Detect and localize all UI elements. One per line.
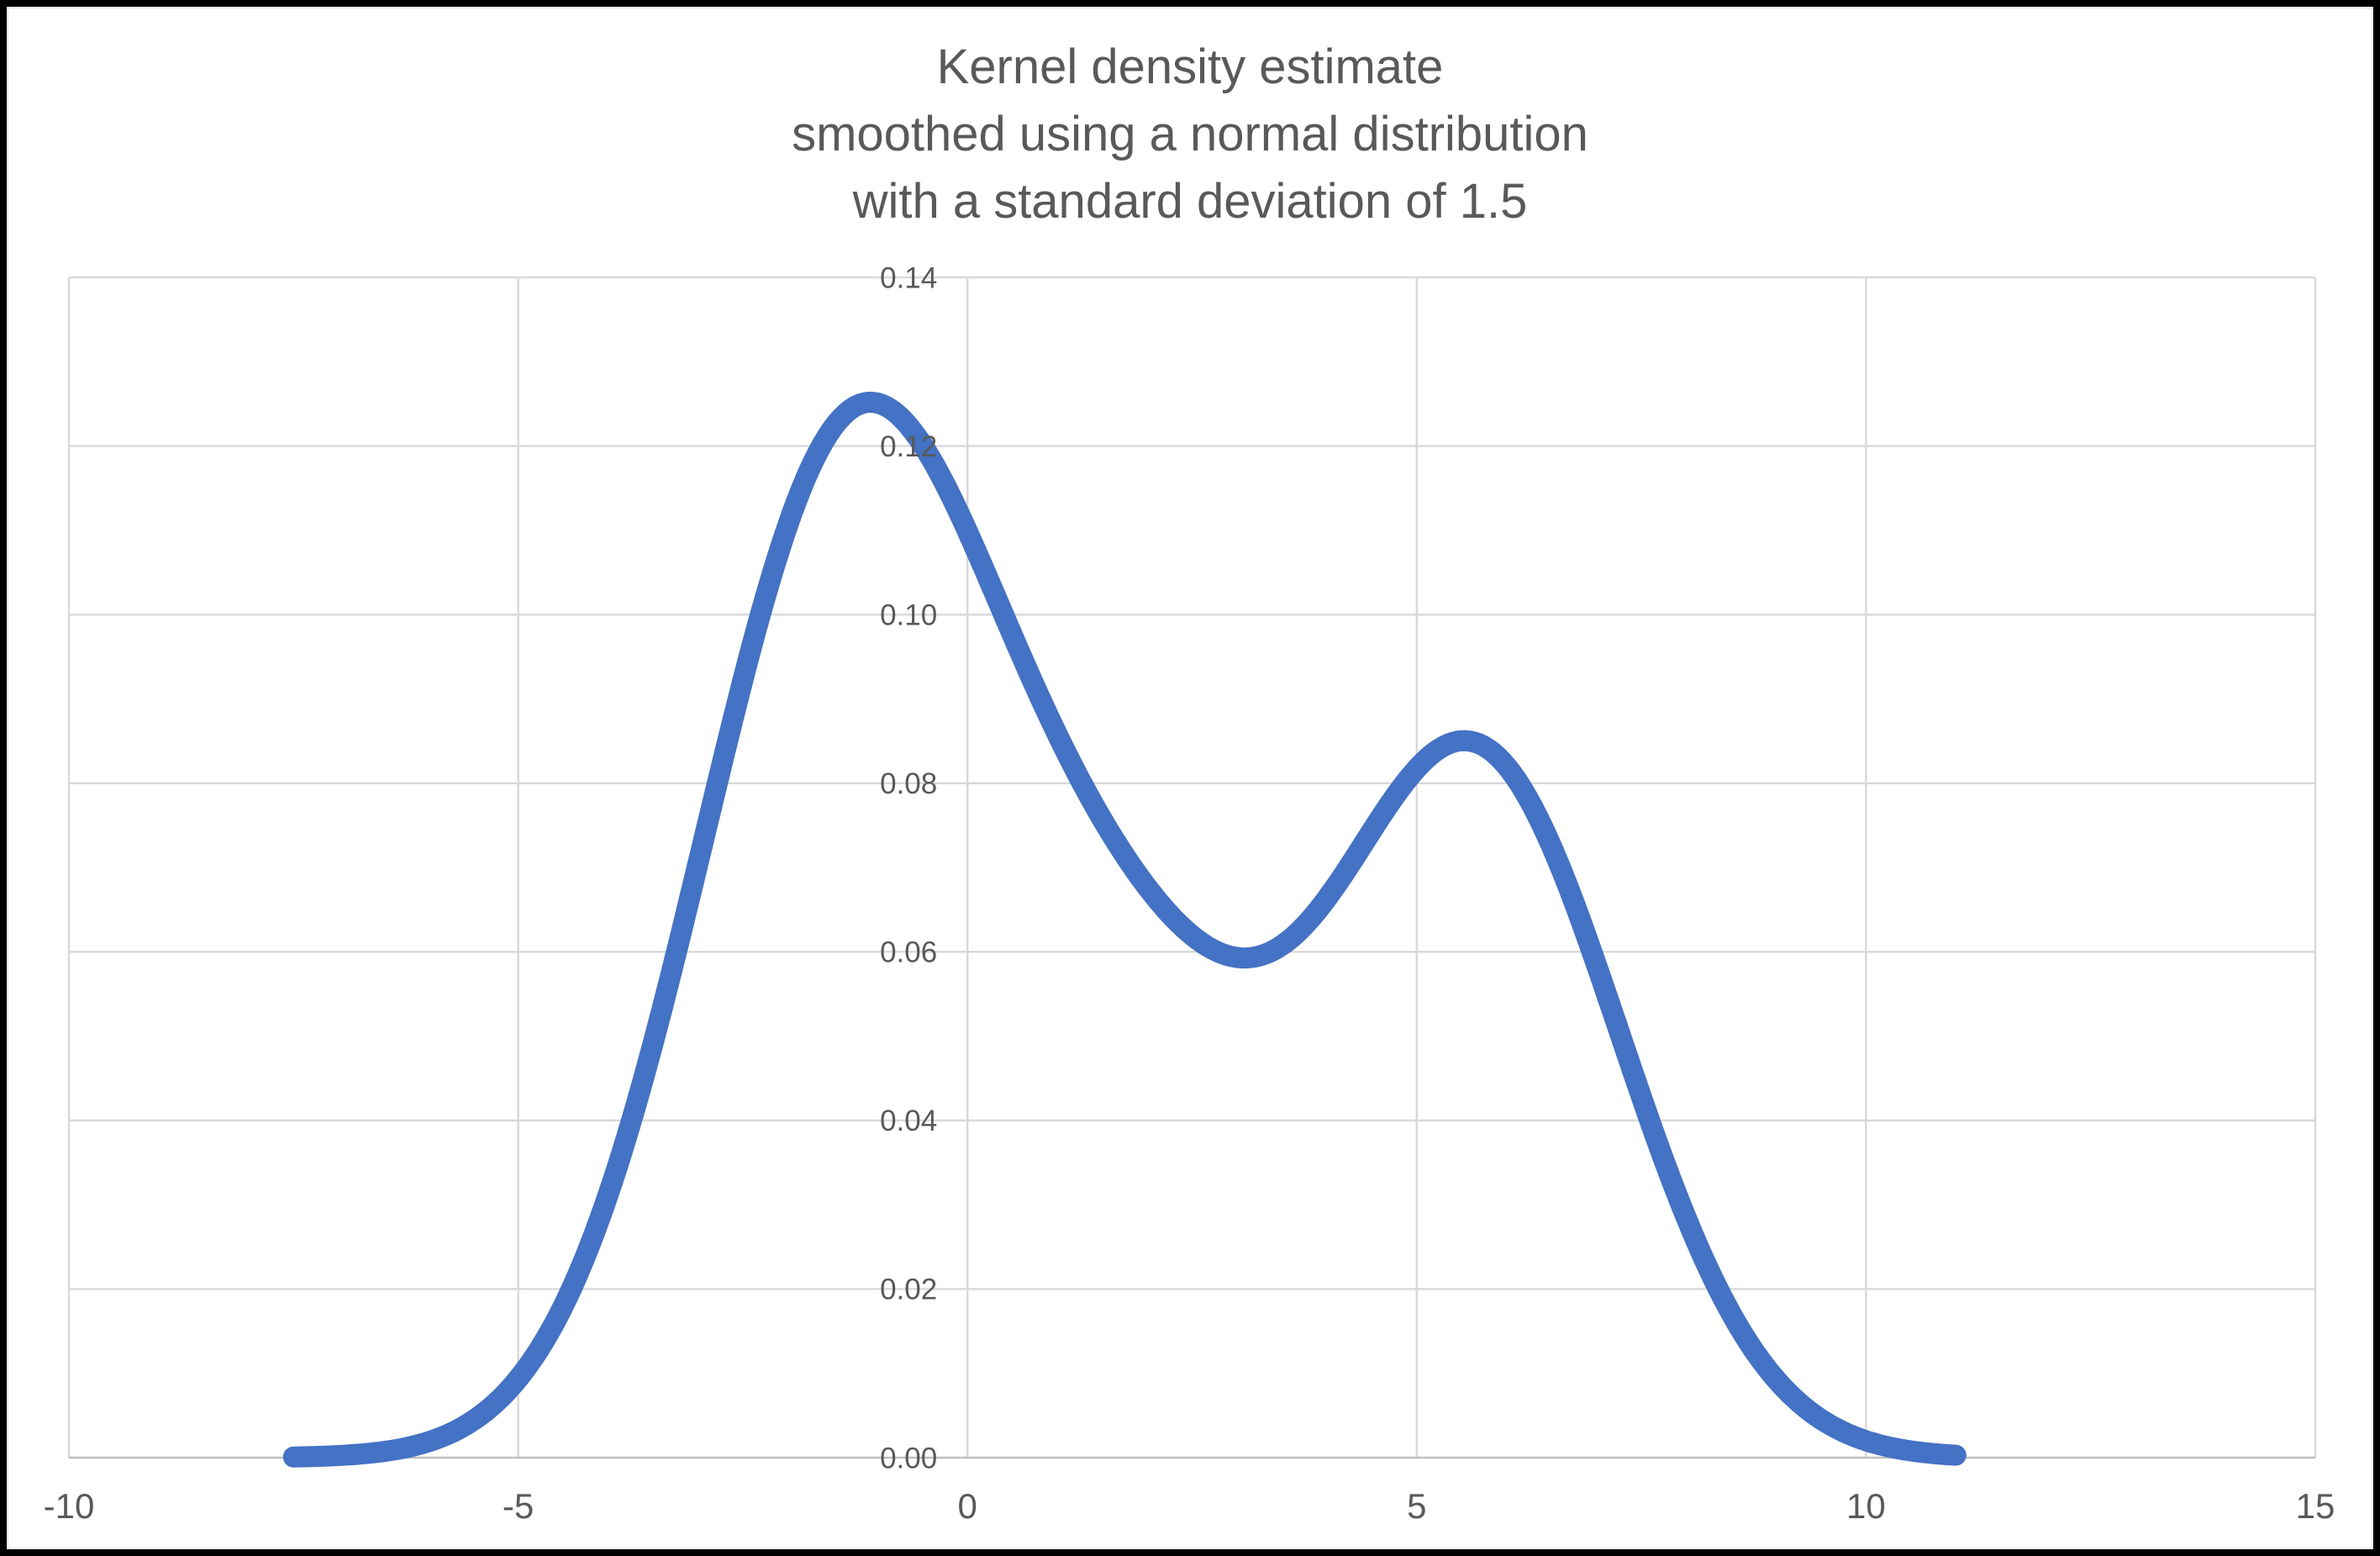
chart-title: Kernel density estimate smoothed using a… <box>0 34 2380 235</box>
chart-title-line-2: smoothed using a normal distribution <box>792 107 1588 161</box>
x-axis-tick-label: 5 <box>1407 1486 1426 1526</box>
chart-title-line-1: Kernel density estimate <box>936 40 1444 94</box>
y-axis-tick-label: 0.04 <box>880 1105 937 1137</box>
y-axis-tick-label: 0.00 <box>880 1442 937 1474</box>
x-axis-tick-label: -5 <box>503 1486 534 1526</box>
y-axis-tick-label: 0.08 <box>880 767 937 800</box>
y-axis-tick-label: 0.10 <box>880 599 937 631</box>
x-axis-tick-label: 15 <box>2296 1486 2335 1526</box>
y-axis-tick-label: 0.12 <box>880 430 937 463</box>
y-axis-tick-label: 0.14 <box>880 261 937 294</box>
x-axis-tick-label: -10 <box>44 1486 95 1526</box>
kde-curve <box>282 392 1967 1468</box>
chart-title-line-3: with a standard deviation of 1.5 <box>852 174 1528 229</box>
y-axis-tick-label: 0.06 <box>880 936 937 969</box>
x-axis-tick-label: 0 <box>958 1486 977 1526</box>
y-axis-tick-label: 0.02 <box>880 1274 937 1306</box>
x-axis-tick-label: 10 <box>1846 1486 1886 1526</box>
